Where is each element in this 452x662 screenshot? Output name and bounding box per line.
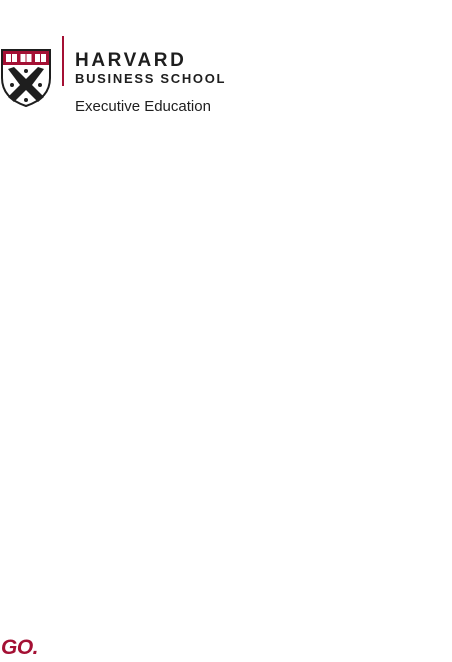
hbs-logo-lockup: HARVARD BUSINESS SCHOOL Executive Educat… <box>0 36 260 120</box>
wordmark-line-business-school: BUSINESS SCHOOL <box>75 71 227 86</box>
school-wordmark: HARVARD BUSINESS SCHOOL <box>75 51 226 85</box>
logo-divider <box>62 36 64 86</box>
wordmark-line-harvard: HARVARD <box>75 50 187 71</box>
division-label: Executive Education <box>75 98 211 115</box>
hbs-veritas-shield-icon <box>1 49 51 108</box>
go-tagline: GO. <box>1 636 39 659</box>
